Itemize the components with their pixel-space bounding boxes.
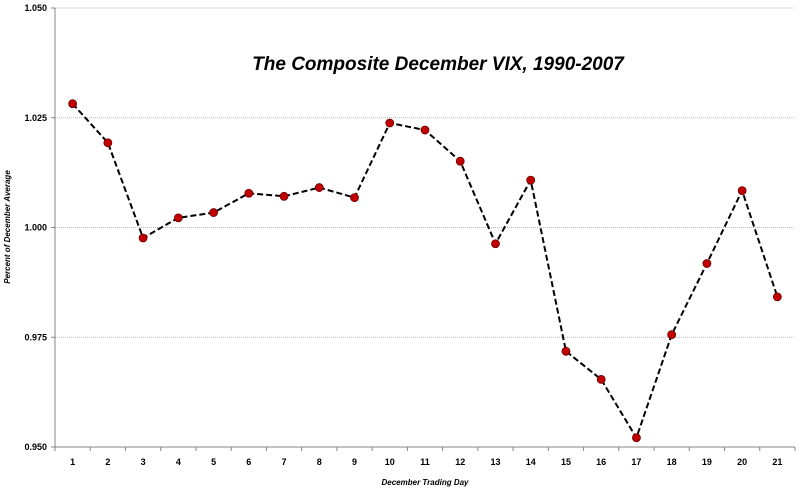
y-tick-label: 1.025 [24, 113, 47, 123]
series-line [71, 103, 779, 441]
x-tick-label: 17 [631, 457, 641, 467]
data-point [702, 259, 712, 268]
y-tick-label: 1.000 [24, 223, 47, 233]
x-tick-label: 12 [455, 457, 465, 467]
data-point [420, 125, 430, 135]
x-tick-label: 8 [317, 457, 322, 467]
data-point [138, 233, 148, 243]
chart-title: The Composite December VIX, 1990-2007 [252, 54, 625, 75]
data-point [244, 188, 254, 198]
x-tick-label: 13 [490, 457, 500, 467]
data-point [103, 138, 113, 148]
data-point [314, 183, 324, 192]
x-tick-label: 15 [561, 457, 571, 467]
axes [51, 7, 796, 451]
x-tick-label: 20 [737, 457, 747, 467]
x-tick-label: 10 [385, 457, 395, 467]
data-point [279, 191, 289, 201]
data-point [632, 433, 641, 443]
x-tick-label: 6 [246, 457, 251, 467]
data-point [561, 346, 571, 356]
data-point [209, 208, 218, 217]
data-point [491, 239, 500, 249]
x-tick-label: 2 [105, 457, 110, 467]
x-tick-label: 4 [176, 457, 181, 467]
x-tick-label: 1 [70, 457, 75, 467]
x-axis-title: December Trading Day [382, 478, 470, 487]
x-tick-label: 11 [420, 457, 430, 467]
y-axis-title: Percent of December Average [3, 170, 12, 284]
data-point [772, 292, 782, 302]
x-tick-label: 9 [352, 457, 357, 467]
x-tick-label: 3 [141, 457, 146, 467]
data-points [68, 99, 782, 443]
data-point [737, 186, 747, 196]
x-tick-label: 14 [526, 457, 536, 467]
y-tick-label: 0.950 [24, 442, 47, 452]
data-point [455, 156, 465, 166]
y-tick-label: 0.975 [24, 332, 47, 342]
data-point [173, 213, 183, 223]
y-tick-labels: 0.950 0.975 1.000 1.025 1.050 [24, 3, 47, 452]
data-point [526, 175, 536, 185]
y-tick-label: 1.050 [24, 3, 47, 13]
x-tick-label: 18 [667, 457, 677, 467]
x-tick-label: 5 [211, 457, 216, 467]
x-tick-label: 21 [772, 457, 782, 467]
data-point [68, 99, 78, 109]
x-tick-labels: 1 2 3 4 5 6 7 8 9 10 11 12 13 14 15 16 17 18 19 20 21 [70, 457, 782, 467]
x-tick-label: 16 [596, 457, 606, 467]
data-point [667, 330, 677, 340]
x-tick-label: 7 [282, 457, 287, 467]
data-point [350, 193, 359, 203]
data-point [385, 118, 395, 128]
data-point [596, 374, 606, 384]
x-tick-label: 19 [702, 457, 712, 467]
